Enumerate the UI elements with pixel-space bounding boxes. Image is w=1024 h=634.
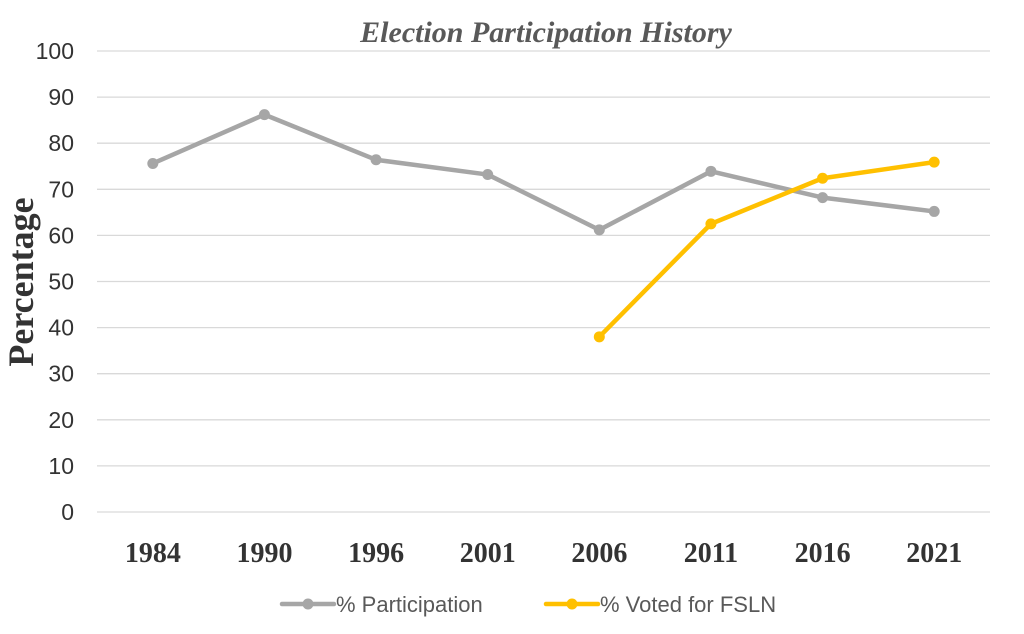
- data-point: [928, 205, 940, 217]
- series-line-0: [150, 112, 937, 233]
- y-tick-label: 30: [48, 361, 74, 387]
- data-point: [593, 331, 605, 343]
- data-point: [147, 157, 159, 169]
- x-tick-label: 2001: [460, 538, 516, 569]
- data-point: [928, 156, 940, 168]
- x-axis-ticks: 1984 1990 1996 2001 2006 2011 2016 2021: [125, 538, 962, 569]
- y-tick-label: 80: [48, 130, 74, 156]
- y-tick-label: 70: [48, 176, 74, 202]
- legend-label: % Voted for FSLN: [600, 592, 776, 617]
- y-axis-label: Percentage: [1, 197, 41, 366]
- series-line-1: [597, 159, 937, 340]
- series-layer: [147, 109, 940, 343]
- data-point: [817, 192, 829, 204]
- y-tick-label: 50: [48, 269, 74, 295]
- data-point: [817, 172, 829, 184]
- x-tick-label: 2006: [571, 538, 627, 569]
- data-point: [258, 109, 270, 121]
- gridlines: [97, 50, 990, 513]
- y-tick-label: 10: [48, 453, 74, 479]
- x-tick-label: 2016: [795, 538, 851, 569]
- y-tick-label: 90: [48, 84, 74, 110]
- data-point: [705, 165, 717, 177]
- y-tick-label: 60: [48, 222, 74, 248]
- x-tick-label: 2011: [684, 538, 738, 569]
- x-tick-label: 1984: [125, 538, 181, 569]
- y-tick-label: 100: [36, 38, 74, 64]
- y-tick-label: 20: [48, 407, 74, 433]
- legend-swatch-marker: [302, 598, 314, 610]
- y-tick-label: 0: [61, 499, 74, 525]
- legend-label: % Participation: [336, 592, 483, 617]
- legend: % Participation % Voted for FSLN: [279, 592, 776, 617]
- data-point: [593, 224, 605, 236]
- x-tick-label: 1990: [236, 538, 292, 569]
- data-point: [370, 154, 382, 166]
- legend-swatch-marker: [566, 598, 578, 610]
- y-tick-label: 40: [48, 315, 74, 341]
- data-point: [705, 218, 717, 230]
- x-tick-label: 2021: [906, 538, 962, 569]
- data-point: [482, 169, 494, 181]
- y-axis-ticks: 0 10 20 30 40 50 60 70 80 90 100: [36, 38, 74, 525]
- x-tick-label: 1996: [348, 538, 404, 569]
- chart-title: Election Participation History: [359, 16, 732, 49]
